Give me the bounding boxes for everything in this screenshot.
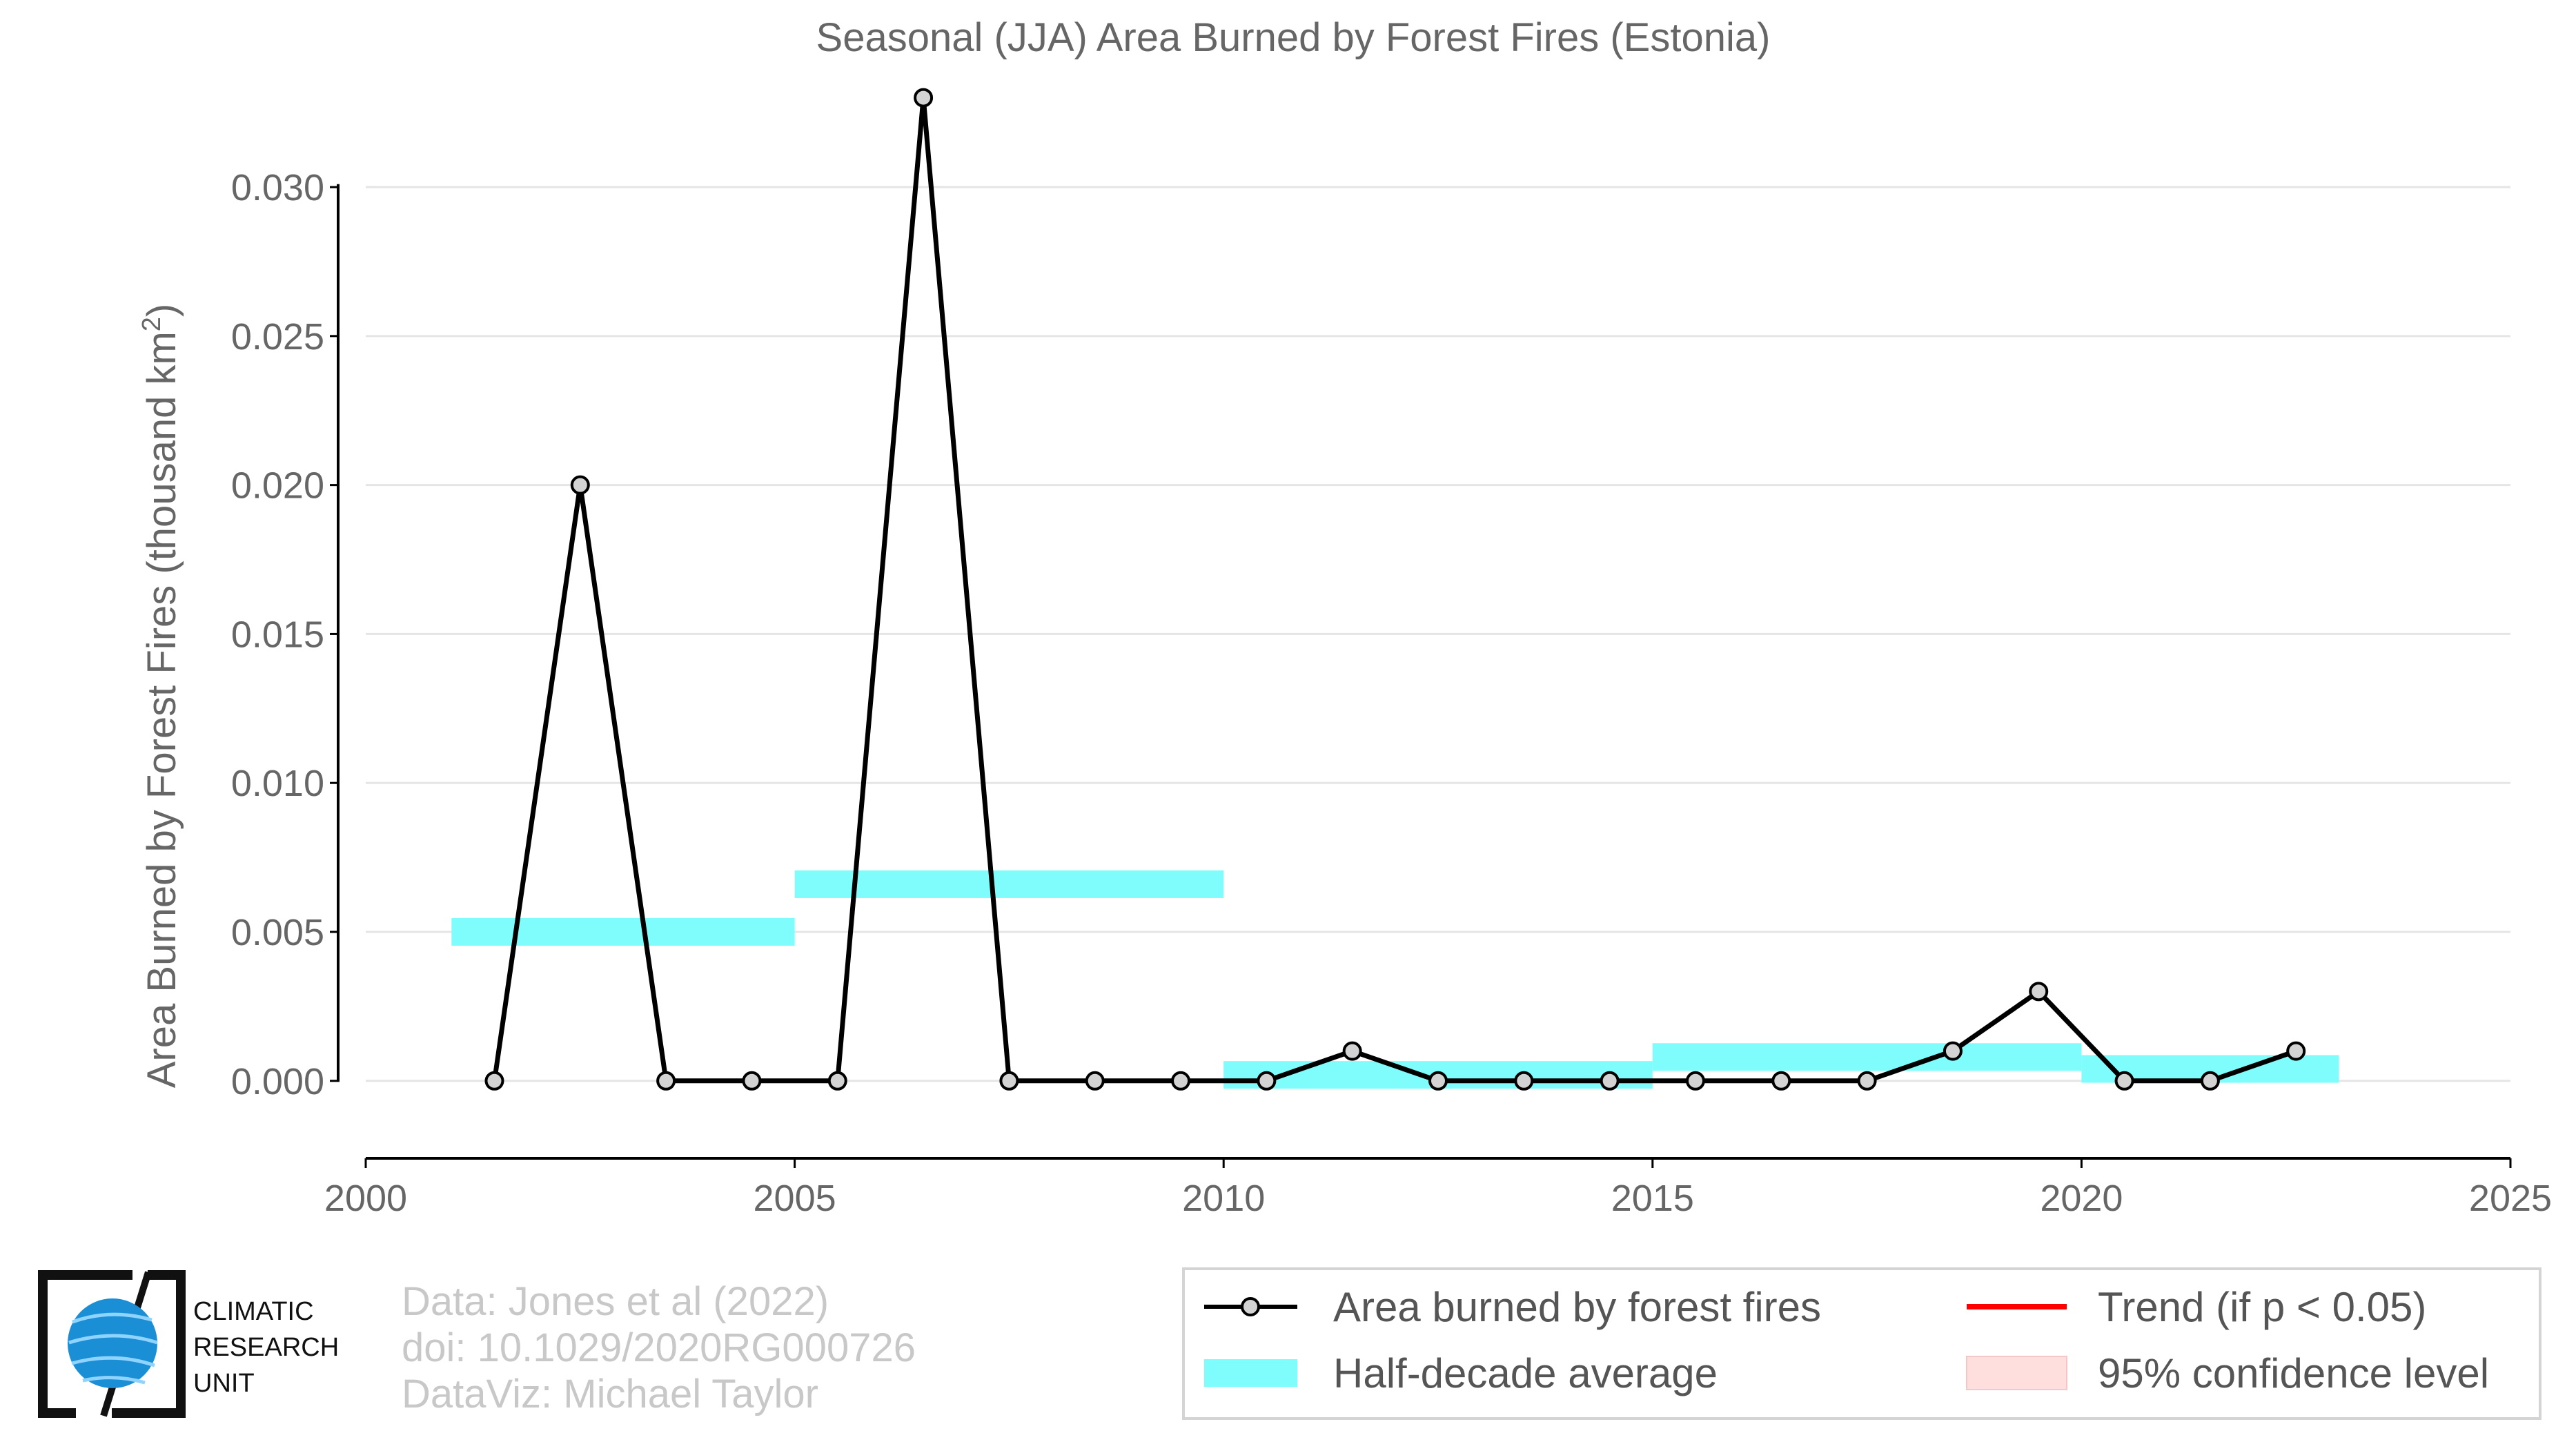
data-point [570, 475, 590, 495]
data-point [2286, 1041, 2306, 1061]
legend-label-half-decade: Half-decade average [1333, 1350, 1718, 1396]
x-tick-label: 2000 [324, 1178, 407, 1219]
half-decade-band [451, 918, 795, 946]
logo-text-unit: UNIT [193, 1369, 255, 1398]
logo-bracket-right-icon [112, 1270, 186, 1418]
cru-logo: CLIMATIC RESEARCH UNIT [38, 1270, 339, 1418]
logo-globe-icon [68, 1298, 157, 1388]
data-point [1085, 1071, 1105, 1091]
series-line [492, 97, 2297, 1084]
y-axis-label: Area Burned by Forest Fires (thousand km… [137, 304, 184, 1089]
data-point [484, 1071, 504, 1091]
credit-data-source: Data: Jones et al (2022) [402, 1279, 829, 1324]
y-tick-label: 0.025 [231, 316, 324, 358]
credit-doi: doi: 10.1029/2020RG000726 [402, 1325, 916, 1370]
legend-box [1182, 1267, 2541, 1420]
gridlines [366, 186, 2510, 1082]
data-point [1685, 1071, 1705, 1091]
logo-globe-lines-icon [68, 1312, 158, 1385]
data-point [1600, 1071, 1620, 1091]
legend-label-area-burned: Area burned by forest fires [1333, 1284, 1821, 1330]
data-point [914, 88, 934, 108]
x-tick-label: 2015 [1611, 1178, 1694, 1219]
x-tick-label: 2020 [2040, 1178, 2123, 1219]
legend-band-swatch [1204, 1359, 1297, 1387]
data-point [1771, 1071, 1791, 1091]
x-tick-label: 2010 [1182, 1178, 1265, 1219]
data-point [1514, 1071, 1534, 1091]
data-point [742, 1071, 762, 1091]
data-point [1943, 1041, 1963, 1061]
data-point [2029, 982, 2049, 1002]
x-tick-label: 2005 [754, 1178, 836, 1219]
half-decade-bands [451, 870, 2339, 1089]
y-tick-label: 0.010 [231, 763, 324, 804]
legend-confidence-swatch [1966, 1356, 2067, 1390]
data-point [2200, 1071, 2220, 1091]
y-axis-label-main: Area Burned by Forest Fires (thousand km [139, 331, 184, 1088]
data-point [1428, 1071, 1448, 1091]
data-point [1857, 1071, 1877, 1091]
data-point [999, 1071, 1019, 1091]
x-tick-label: 2025 [2469, 1178, 2552, 1219]
axes: 0.000 0.005 0.010 0.015 0.020 0.025 0.030 2000 2… [231, 167, 2552, 1219]
data-point [1171, 1071, 1191, 1091]
y-axis-label-close: ) [139, 304, 184, 317]
logo-bracket-left-icon [38, 1270, 132, 1418]
legend-label-confidence: 95% confidence level [2098, 1350, 2489, 1396]
data-point [2114, 1071, 2134, 1091]
y-axis-label-superscript: 2 [137, 317, 166, 331]
y-tick-label: 0.030 [231, 167, 324, 208]
data-point [656, 1071, 676, 1091]
chart-title: Seasonal (JJA) Area Burned by Forest Fir… [816, 15, 1771, 60]
legend: Area burned by forest fires Half-decade … [1182, 1267, 2541, 1420]
legend-point-marker-icon [1241, 1297, 1260, 1316]
y-tick-label: 0.020 [231, 465, 324, 507]
logo-text-climatic: CLIMATIC [193, 1297, 314, 1326]
series-area-burned [484, 88, 2306, 1091]
logo-text-research: RESEARCH [193, 1333, 339, 1362]
y-tick-label: 0.000 [231, 1061, 324, 1102]
credit-dataviz: DataViz: Michael Taylor [402, 1372, 818, 1416]
data-point [1257, 1071, 1277, 1091]
y-tick-label: 0.005 [231, 912, 324, 953]
half-decade-band [794, 870, 1224, 898]
legend-label-trend: Trend (if p < 0.05) [2098, 1284, 2426, 1330]
y-tick-label: 0.015 [231, 614, 324, 655]
credits: Data: Jones et al (2022) doi: 10.1029/20… [402, 1279, 916, 1416]
half-decade-band [1652, 1043, 2082, 1071]
data-point [1342, 1041, 1362, 1061]
data-point [827, 1071, 847, 1091]
